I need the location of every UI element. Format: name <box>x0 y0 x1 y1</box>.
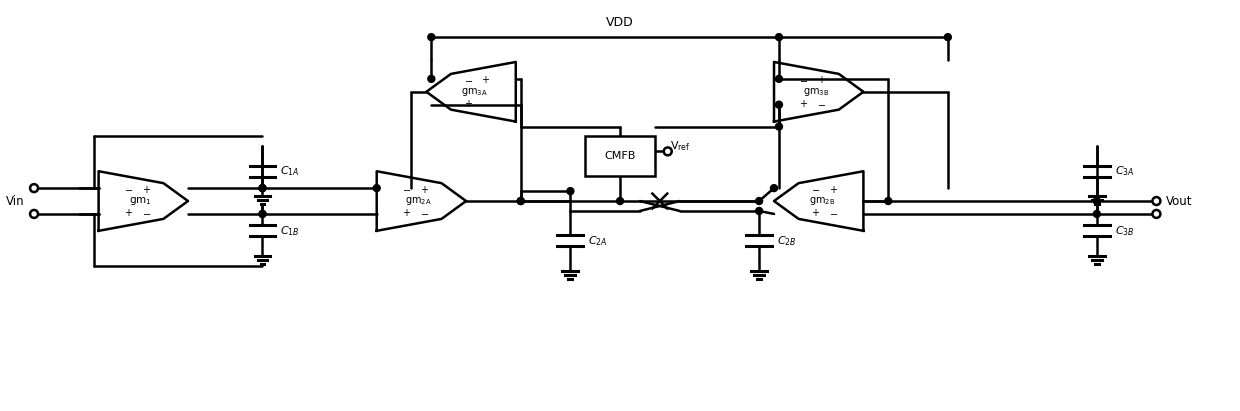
Text: $+$: $+$ <box>420 184 429 195</box>
Text: $+$: $+$ <box>481 74 491 85</box>
Text: $C_{1B}$: $C_{1B}$ <box>280 224 300 238</box>
Circle shape <box>259 185 265 192</box>
Text: $C_{2A}$: $C_{2A}$ <box>588 234 608 248</box>
Text: $+$: $+$ <box>830 184 838 195</box>
Text: $\mathrm{gm_{2B}}$: $\mathrm{gm_{2B}}$ <box>808 195 835 207</box>
Polygon shape <box>377 171 466 231</box>
Text: $+$: $+$ <box>402 208 410 219</box>
Text: $C_{3B}$: $C_{3B}$ <box>1115 224 1135 238</box>
Circle shape <box>775 101 782 108</box>
Text: Vin: Vin <box>5 194 24 208</box>
Text: $-$: $-$ <box>800 75 808 85</box>
Circle shape <box>428 75 435 82</box>
Polygon shape <box>99 171 188 231</box>
Text: $+$: $+$ <box>124 208 133 219</box>
Text: $+$: $+$ <box>800 98 808 109</box>
Polygon shape <box>774 62 863 122</box>
Polygon shape <box>774 171 863 231</box>
Circle shape <box>31 185 37 192</box>
Text: $-$: $-$ <box>817 99 826 109</box>
Text: $-$: $-$ <box>124 184 133 194</box>
Text: Vout: Vout <box>1167 194 1193 208</box>
Circle shape <box>259 210 265 217</box>
Circle shape <box>517 198 525 205</box>
Text: $-$: $-$ <box>811 184 821 194</box>
Polygon shape <box>427 62 516 122</box>
Text: CMFB: CMFB <box>604 151 636 162</box>
Circle shape <box>373 185 381 192</box>
Text: $-$: $-$ <box>402 184 412 194</box>
Circle shape <box>770 185 777 192</box>
Circle shape <box>775 123 782 130</box>
Circle shape <box>665 148 671 155</box>
Circle shape <box>567 188 574 194</box>
Circle shape <box>1153 198 1159 204</box>
Text: $C_{2B}$: $C_{2B}$ <box>777 234 796 248</box>
Circle shape <box>885 198 892 205</box>
Text: $\mathrm{gm_1}$: $\mathrm{gm_1}$ <box>129 195 151 207</box>
Circle shape <box>259 185 265 192</box>
Circle shape <box>31 210 37 217</box>
Text: VDD: VDD <box>606 16 634 29</box>
Circle shape <box>775 75 782 82</box>
Text: $-$: $-$ <box>420 208 429 218</box>
Bar <box>585 136 655 176</box>
Circle shape <box>755 198 763 205</box>
Circle shape <box>428 34 435 41</box>
Circle shape <box>259 210 265 217</box>
Text: $-$: $-$ <box>464 75 472 85</box>
Text: $+$: $+$ <box>464 98 472 109</box>
Text: $C_{3A}$: $C_{3A}$ <box>1115 164 1135 178</box>
Text: $\mathrm{gm_{3A}}$: $\mathrm{gm_{3A}}$ <box>461 86 487 98</box>
Circle shape <box>1094 210 1100 217</box>
Text: $-$: $-$ <box>481 99 491 109</box>
Text: $+$: $+$ <box>141 184 151 195</box>
Circle shape <box>945 34 951 41</box>
Circle shape <box>517 198 525 205</box>
Text: $\mathrm{gm_{2A}}$: $\mathrm{gm_{2A}}$ <box>405 195 432 207</box>
Text: $+$: $+$ <box>811 208 820 219</box>
Circle shape <box>1153 210 1159 217</box>
Text: $\mathrm{V_{ref}}$: $\mathrm{V_{ref}}$ <box>670 139 691 153</box>
Text: $+$: $+$ <box>817 74 826 85</box>
Circle shape <box>755 208 763 215</box>
Text: $-$: $-$ <box>141 208 151 218</box>
Circle shape <box>1094 198 1100 205</box>
Text: $C_{1A}$: $C_{1A}$ <box>280 164 300 178</box>
Circle shape <box>616 198 624 205</box>
Circle shape <box>775 34 782 41</box>
Text: $-$: $-$ <box>830 208 838 218</box>
Text: $\mathrm{gm_{3B}}$: $\mathrm{gm_{3B}}$ <box>802 86 828 98</box>
